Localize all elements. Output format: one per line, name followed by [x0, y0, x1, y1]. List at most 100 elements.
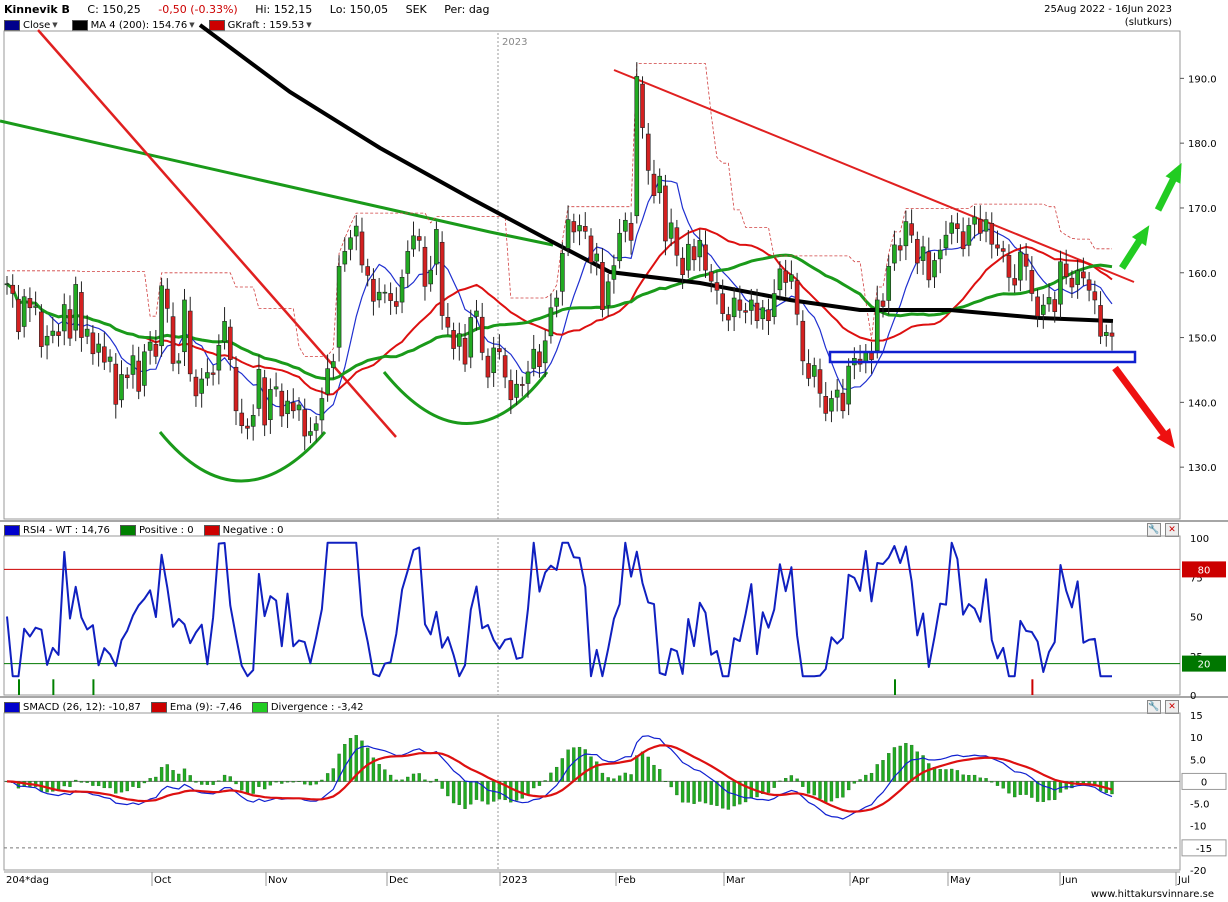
ma-200-line — [198, 23, 1114, 323]
macd-divergence-bar — [652, 764, 656, 782]
macd-divergence-bar — [675, 781, 679, 796]
legend-close[interactable]: Close ▼ — [4, 19, 62, 31]
macd-divergence-bar — [772, 781, 776, 788]
candle-body — [1046, 297, 1052, 305]
macd-divergence-bar — [950, 768, 954, 782]
candle-body — [863, 351, 869, 363]
candle-body — [771, 293, 777, 317]
candle-body — [1098, 305, 1103, 337]
macd-divergence-bar — [383, 769, 387, 782]
candle-body — [50, 330, 56, 336]
candle-body — [193, 376, 199, 397]
arrow-down-head — [1156, 428, 1175, 449]
candle-body — [399, 276, 405, 303]
legend-smacd[interactable]: SMACD (26, 12): -10,87 — [4, 701, 141, 713]
macd-divergence-bar — [686, 781, 690, 803]
candle-body — [39, 311, 44, 347]
legend-ema[interactable]: Ema (9): -7,46 — [150, 701, 242, 713]
date-range: 25Aug 2022 - 16Jun 2023 — [1044, 4, 1172, 15]
candle-body — [823, 396, 829, 414]
settings-icon[interactable]: 🔧 — [1147, 700, 1161, 714]
macd-divergence-bar — [463, 781, 467, 809]
macd-divergence-bar — [308, 781, 313, 786]
candle-body — [239, 412, 245, 426]
legend-ma[interactable]: MA 4 (200): 154.76 ▼ — [71, 19, 199, 31]
macd-divergence-bar — [417, 773, 421, 782]
legend-divergence[interactable]: Divergence : -3,42 — [251, 701, 363, 713]
macd-divergence-bar — [1110, 781, 1114, 795]
macd-divergence-bar — [440, 781, 444, 789]
rsi-level-badge — [1182, 561, 1226, 578]
macd-divergence-bar — [262, 781, 267, 790]
candle-body — [1012, 278, 1017, 286]
macd-divergence-bar — [142, 781, 147, 784]
macd-divergence-bar — [480, 781, 484, 802]
candle-body — [371, 278, 376, 302]
candle-body — [474, 310, 479, 317]
macd-divergence-bar — [303, 781, 307, 785]
candle-body — [256, 369, 262, 409]
macd-divergence-bar — [457, 781, 461, 805]
candle-body — [302, 409, 308, 437]
candle-body — [577, 225, 582, 232]
macd-divergence-bar — [658, 769, 662, 782]
candle-body — [983, 219, 989, 232]
macd-divergence-bar — [743, 781, 748, 803]
rsi-tick-label: 100 — [1190, 534, 1209, 545]
macd-divergence-bar — [537, 781, 542, 786]
candle-body — [731, 297, 737, 318]
candle-body — [674, 227, 680, 256]
legend-positive[interactable]: Positive : 0 — [119, 524, 194, 536]
candle-body — [720, 293, 725, 314]
candle-body — [353, 225, 359, 237]
macd-divergence-bar — [91, 781, 95, 786]
candle-body — [834, 389, 840, 398]
candle-body — [640, 83, 645, 128]
legend-swatch — [150, 701, 167, 713]
candle-body — [416, 236, 422, 241]
chevron-down-icon[interactable]: ▼ — [306, 21, 312, 29]
candle-body — [920, 246, 926, 261]
candle-body — [479, 316, 485, 353]
candle-body — [519, 384, 525, 386]
candle-body — [697, 240, 703, 258]
candle-body — [554, 297, 559, 307]
candle-body — [600, 262, 605, 310]
macd-divergence-bar — [623, 772, 627, 782]
candle-body — [909, 223, 914, 236]
macd-divergence-bar — [503, 781, 507, 801]
chevron-down-icon[interactable]: ▼ — [52, 21, 58, 29]
price-tick-label: 190.0 — [1188, 74, 1217, 85]
candle-body — [978, 219, 983, 234]
x-axis-label: Nov — [268, 875, 288, 886]
macd-divergence-bar — [165, 764, 169, 782]
candle-body — [16, 298, 21, 333]
macd-divergence-bar — [881, 760, 885, 782]
macd-divergence-bar — [74, 779, 78, 782]
candle-body — [611, 265, 617, 280]
legend-rsi[interactable]: RSI4 - WT : 14,76 — [4, 524, 110, 536]
candle-body — [651, 173, 657, 196]
candle-body — [245, 425, 250, 429]
macd-tick-label: -20 — [1190, 866, 1206, 877]
candle-body — [61, 304, 67, 332]
macd-divergence-bar — [177, 773, 181, 782]
candle-body — [497, 348, 502, 353]
macd-divergence-bar — [119, 781, 124, 793]
legend-swatch — [203, 524, 220, 536]
candle-body — [1040, 304, 1046, 315]
candle-body — [531, 348, 537, 369]
macd-divergence-bar — [474, 781, 479, 800]
candle-body — [525, 371, 531, 384]
candle-body — [663, 185, 668, 242]
trend-line-green — [0, 119, 554, 247]
chevron-down-icon[interactable]: ▼ — [189, 21, 195, 29]
year-marker-label: 2023 — [502, 37, 527, 48]
legend-negative[interactable]: Negative : 0 — [203, 524, 284, 536]
macd-divergence-bar — [394, 779, 398, 782]
legend-gkraft[interactable]: GKraft : 159.53 ▼ — [208, 19, 316, 31]
macd-divergence-bar — [892, 747, 897, 782]
candle-body — [142, 351, 147, 386]
candle-body — [445, 316, 451, 328]
candle-body — [915, 239, 920, 264]
